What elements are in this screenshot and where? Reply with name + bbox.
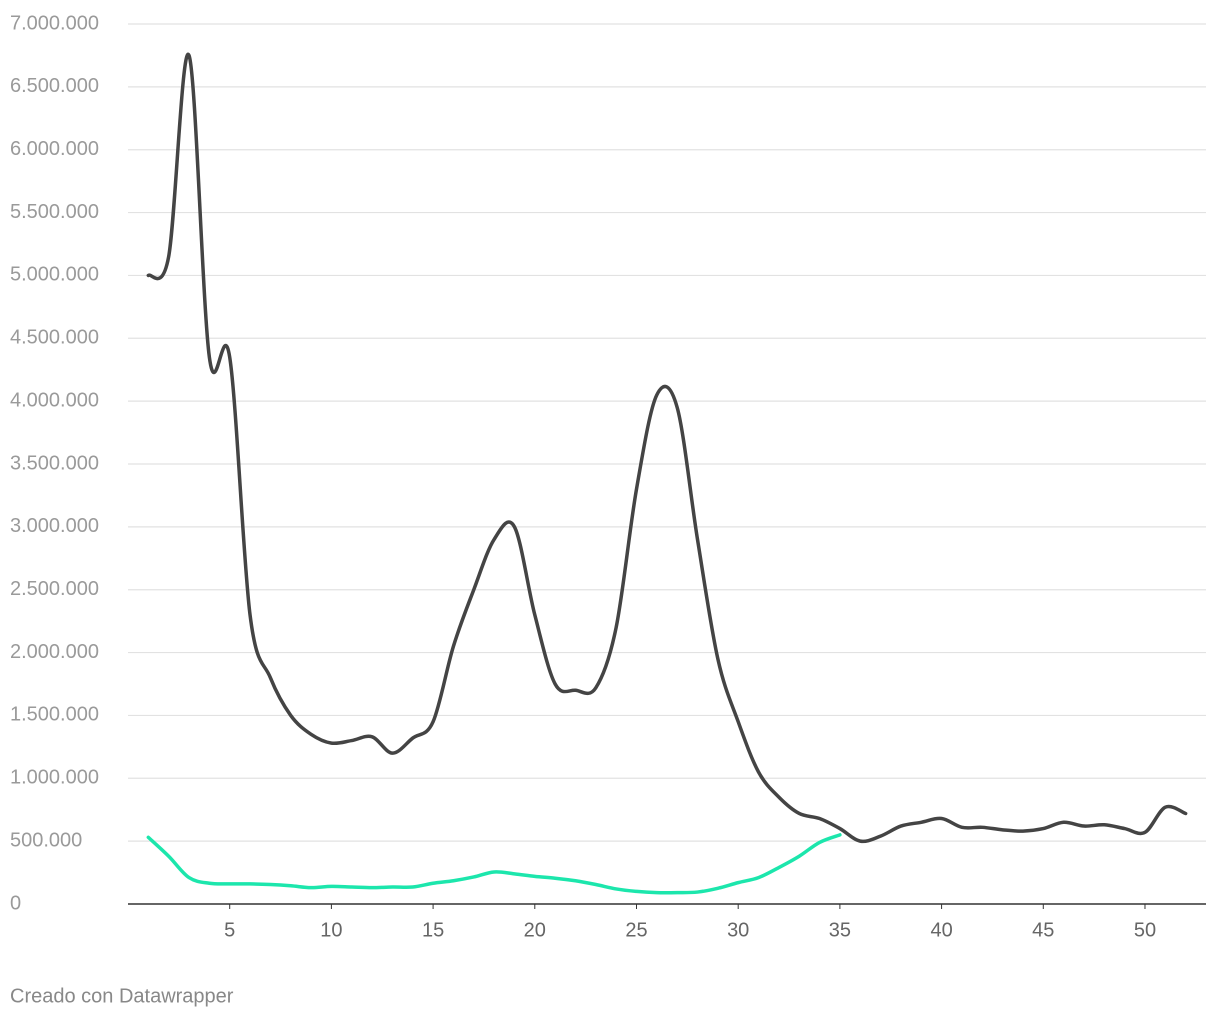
y-tick-label: 3.500.000 — [10, 452, 99, 474]
y-tick-label: 1.500.000 — [10, 704, 99, 726]
y-tick-label: 2.500.000 — [10, 578, 99, 600]
x-tick-label: 45 — [1032, 919, 1054, 941]
y-tick-label: 5.500.000 — [10, 201, 99, 223]
y-tick-label: 4.500.000 — [10, 327, 99, 349]
y-tick-label: 500.000 — [10, 829, 82, 851]
line-series — [146, 833, 842, 895]
y-tick-label: 5.000.000 — [10, 264, 99, 286]
x-tick-label: 10 — [320, 919, 342, 941]
y-tick-label: 0 — [10, 892, 21, 914]
y-tick-label: 2.000.000 — [10, 641, 99, 663]
y-tick-label: 6.000.000 — [10, 138, 99, 160]
x-tick-label: 5 — [224, 919, 235, 941]
x-tick-label: 30 — [727, 919, 749, 941]
x-tick-label: 40 — [930, 919, 952, 941]
x-tick-label: 25 — [625, 919, 647, 941]
x-tick-label: 20 — [524, 919, 546, 941]
x-tick-label: 35 — [829, 919, 851, 941]
y-tick-label: 7.000.000 — [10, 12, 99, 34]
y-tick-label: 6.500.000 — [10, 75, 99, 97]
line-series — [146, 52, 1188, 844]
y-tick-label: 1.000.000 — [10, 767, 99, 789]
credit: Creado con Datawrapper — [10, 985, 234, 1007]
x-tick-label: 15 — [422, 919, 444, 941]
y-tick-label: 4.000.000 — [10, 389, 99, 411]
x-tick-label: 50 — [1134, 919, 1156, 941]
y-tick-label: 3.000.000 — [10, 515, 99, 537]
